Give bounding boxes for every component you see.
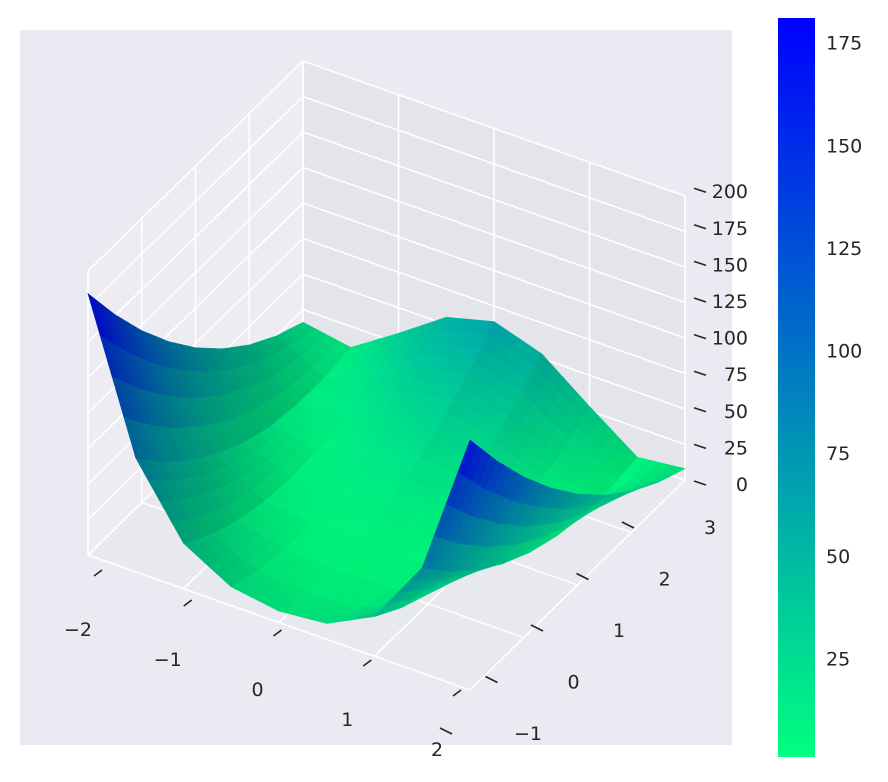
z-tick-mark <box>693 407 707 413</box>
colorbar-ticks: 25 50 75 100 125 150 175 <box>826 33 862 671</box>
y-tick-mark <box>439 727 453 735</box>
colorbar-tick-label: 125 <box>826 238 862 260</box>
x-tick-label: 2 <box>431 739 443 761</box>
grid-line-z <box>302 237 686 375</box>
y-tick-mark <box>621 521 635 529</box>
y-tick-label: 0 <box>567 672 579 694</box>
colorbar-tick-label: 175 <box>826 33 862 55</box>
x-tick-label: 1 <box>341 709 353 731</box>
x-tick-mark <box>452 689 462 697</box>
colorbar-tick-label: 75 <box>826 443 850 465</box>
z-tick-mark <box>693 370 707 376</box>
z-tick-label: 175 <box>712 218 748 240</box>
z-tick-label: 125 <box>712 291 748 313</box>
x-tick-label: −2 <box>64 619 92 641</box>
grid-line-y <box>87 554 471 691</box>
colorbar <box>778 18 815 757</box>
z-tick-mark <box>693 480 707 486</box>
x-tick-mark <box>273 629 282 637</box>
z-tick-mark <box>693 260 707 267</box>
y-tick-mark <box>530 624 544 632</box>
z-tick-mark <box>693 333 707 340</box>
grid-line-z <box>87 95 304 308</box>
grid-line-z <box>302 202 686 339</box>
x-tick-mark <box>183 599 193 607</box>
y-tick-label: 3 <box>704 517 716 539</box>
z-tick-label: 200 <box>712 181 748 203</box>
grid-line-z <box>302 60 686 197</box>
y-tick-mark <box>485 675 498 684</box>
z-tick-label: 25 <box>724 437 748 459</box>
y-tick-mark <box>576 572 589 581</box>
surface <box>87 292 686 624</box>
z-tick-mark <box>693 297 707 303</box>
z-tick-label: 100 <box>712 328 748 350</box>
y-tick-label: 2 <box>658 569 670 591</box>
grid-line-z <box>302 95 686 233</box>
x-tick-label: 0 <box>251 679 263 701</box>
z-tick-mark <box>693 187 707 193</box>
z-tick-label: 0 <box>736 474 748 496</box>
grid-line-z <box>87 131 304 343</box>
z-tick-label: 50 <box>724 401 748 423</box>
grid-line-z <box>302 166 686 304</box>
z-tick-label: 150 <box>712 254 748 276</box>
z-tick-label: 75 <box>724 364 748 386</box>
grid-line-z <box>302 131 686 268</box>
z-tick-mark <box>693 224 707 230</box>
y-tick-label: 1 <box>613 620 625 642</box>
z-tick-mark <box>693 443 707 450</box>
x-tick-label: −1 <box>154 649 182 671</box>
colorbar-tick-label: 100 <box>826 341 862 363</box>
colorbar-tick-label: 50 <box>826 546 850 568</box>
grid-line-z <box>87 60 304 272</box>
surface-facet <box>457 439 478 477</box>
y-tick-label: −1 <box>514 723 542 745</box>
x-tick-mark <box>93 569 103 577</box>
colorbar-tick-label: 25 <box>826 648 850 670</box>
surface-facet <box>87 292 108 340</box>
colorbar-tick-label: 150 <box>826 135 862 157</box>
x-tick-mark <box>362 659 372 667</box>
